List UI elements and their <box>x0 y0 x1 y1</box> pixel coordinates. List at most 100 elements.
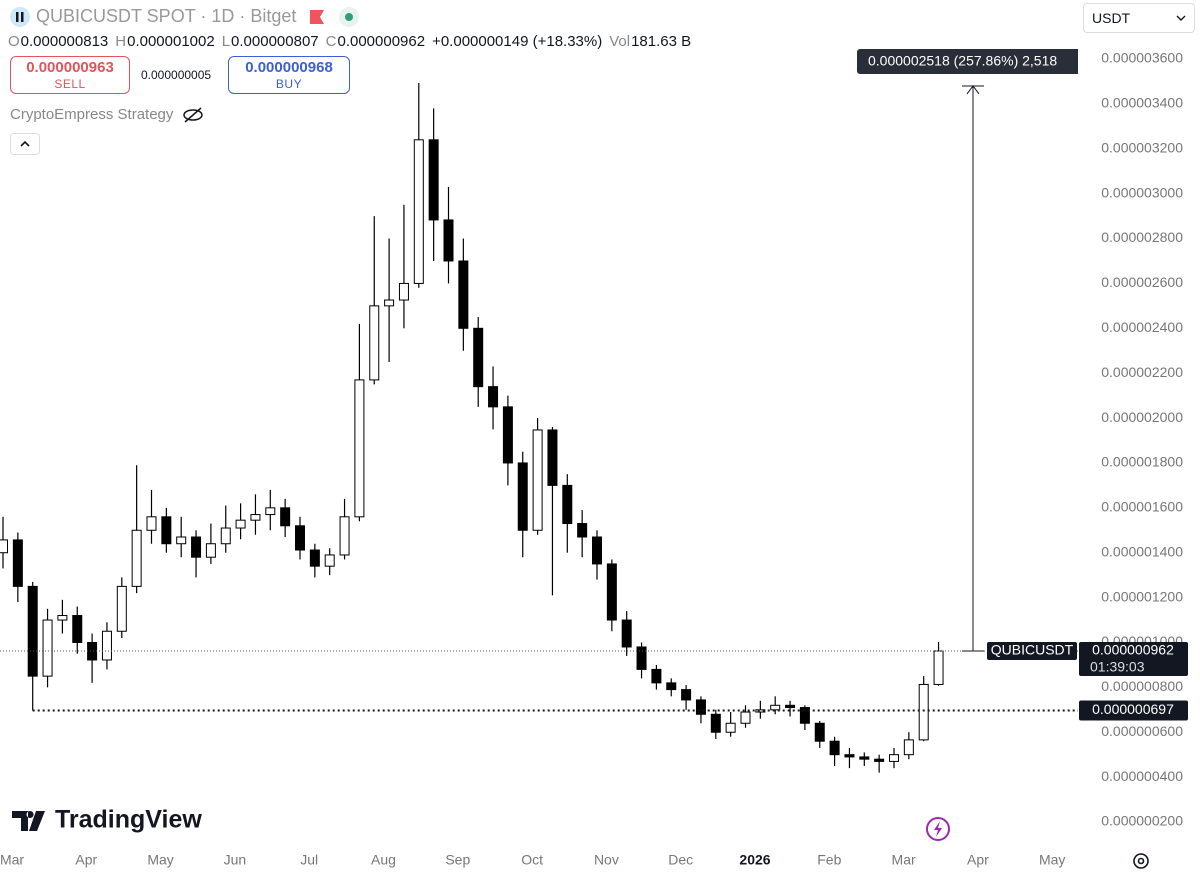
candle-body <box>606 563 617 621</box>
y-tick-label: 0.000002600 <box>1101 274 1183 290</box>
symbol-title: QUBICUSDT SPOT · 1D · Bitget <box>36 6 297 26</box>
candle-body <box>131 529 142 587</box>
measure-caps <box>962 85 984 652</box>
candle-body <box>72 615 83 643</box>
ohlc-value: 0.000000962 <box>337 33 426 50</box>
ohlc-key: O <box>8 33 20 50</box>
sell-button[interactable]: 0.000000963 SELL <box>10 56 130 94</box>
x-tick-label: Jun <box>224 852 247 868</box>
y-tick-label: 0.000000400 <box>1101 768 1183 784</box>
x-tick-label: Apr <box>75 852 97 868</box>
currency: USDT <box>1092 10 1131 26</box>
y-tick-label: 0.000001200 <box>1101 588 1183 604</box>
candle-body <box>859 756 870 760</box>
y-tick-label: 0.000002200 <box>1101 364 1183 380</box>
candle-body <box>235 519 246 529</box>
candle-body <box>101 630 112 661</box>
collapse-button[interactable] <box>10 133 40 155</box>
candle-body <box>502 406 513 464</box>
candle-body <box>889 754 899 762</box>
candle-body <box>755 709 766 713</box>
y-tick-label: 0.000002000 <box>1101 409 1183 425</box>
candle-body <box>666 682 677 691</box>
y-tick-label: 0.000001400 <box>1101 543 1183 559</box>
last-price-label: 0.000000962 <box>1092 642 1174 658</box>
candle-body <box>874 758 885 762</box>
ohlc-row: O 0.000000813 H 0.000001002 L 0.000000807 C 0.0… <box>8 33 698 50</box>
ohlc-value: 0.000000807 <box>231 33 319 50</box>
candle-body <box>532 429 543 531</box>
candle-body <box>844 754 855 758</box>
y-tick-label: 0.000002800 <box>1101 229 1183 245</box>
candle-body <box>562 484 573 525</box>
candle-body <box>770 704 781 711</box>
y-tick-label: 0.000001600 <box>1101 499 1183 515</box>
candle-body <box>57 615 68 621</box>
candle-body <box>146 516 157 531</box>
candle-body <box>651 668 662 684</box>
tradingview-logo: TradingView <box>12 806 202 834</box>
ohlc-value: 0.000001002 <box>127 33 215 50</box>
volume: 181.63 B <box>631 33 692 50</box>
candle-body <box>473 327 484 388</box>
hide-icon[interactable] <box>181 106 205 123</box>
currency-select[interactable]: USDT <box>1083 3 1195 33</box>
candle-body <box>398 282 409 301</box>
candle-body <box>42 619 53 677</box>
y-tick-label: 0.000002400 <box>1101 319 1183 335</box>
measure-tooltip: 0.000002518 (257.86%) 2,518 <box>857 48 1078 74</box>
candle-body <box>443 219 454 262</box>
candle-body <box>12 539 23 587</box>
ohlc-value: 0.000000813 <box>20 33 109 50</box>
candle-body <box>933 650 944 685</box>
candle-body <box>0 539 8 554</box>
candle-body <box>250 514 261 521</box>
y-tick-label: 0.000000200 <box>1101 813 1183 829</box>
indicator-name: CryptoEmpress Strategy <box>10 106 174 123</box>
candle-body <box>220 527 231 545</box>
lightning-button[interactable] <box>926 817 950 841</box>
symbol-tag-label: QUBICUSDT <box>991 642 1074 658</box>
candle-body <box>205 543 216 558</box>
x-tick-label: Dec <box>668 852 693 868</box>
candle-body <box>280 507 291 527</box>
candle-body <box>918 683 929 741</box>
buy-button[interactable]: 0.000000968 BUY <box>228 56 350 94</box>
ohlc-key: H <box>115 33 127 50</box>
candle-body <box>517 462 528 531</box>
x-tick-label: 2026 <box>739 852 770 868</box>
measure-tooltip-bg <box>857 48 1078 74</box>
symbol-tag <box>987 642 1077 661</box>
candle-body <box>265 507 276 516</box>
candle-body <box>903 739 914 756</box>
ohlc-key: L <box>221 33 231 50</box>
x-tick-label: Mar <box>892 852 916 868</box>
change: +0.000000149 (+18.33%) <box>432 33 603 50</box>
flag-icons[interactable] <box>308 6 368 27</box>
candle-body <box>799 707 810 724</box>
candle-body <box>740 711 751 724</box>
last-price-tag <box>1079 642 1188 677</box>
x-tick-label: Jul <box>300 852 318 868</box>
x-tick-label: Mar <box>0 852 24 868</box>
sell-label: SELL <box>54 77 86 91</box>
candle-body <box>710 713 721 733</box>
x-tick-label: Feb <box>817 852 841 868</box>
x-tick-label: May <box>1039 852 1065 868</box>
symbol-icon <box>10 6 30 27</box>
candle-body <box>785 704 796 709</box>
plot-area <box>0 83 1078 773</box>
x-tick-label: Oct <box>521 852 543 868</box>
candle-body <box>621 619 632 648</box>
candle-body <box>384 299 395 307</box>
y-tick-label: 0.000001800 <box>1101 454 1183 470</box>
candle-body <box>592 536 602 565</box>
sell-price: 0.000000963 <box>26 59 114 76</box>
candle-body <box>27 585 38 677</box>
candle-body <box>636 646 647 670</box>
candle-body <box>176 536 187 545</box>
x-tick-label: Nov <box>594 852 619 868</box>
settings-button[interactable] <box>1133 853 1149 869</box>
